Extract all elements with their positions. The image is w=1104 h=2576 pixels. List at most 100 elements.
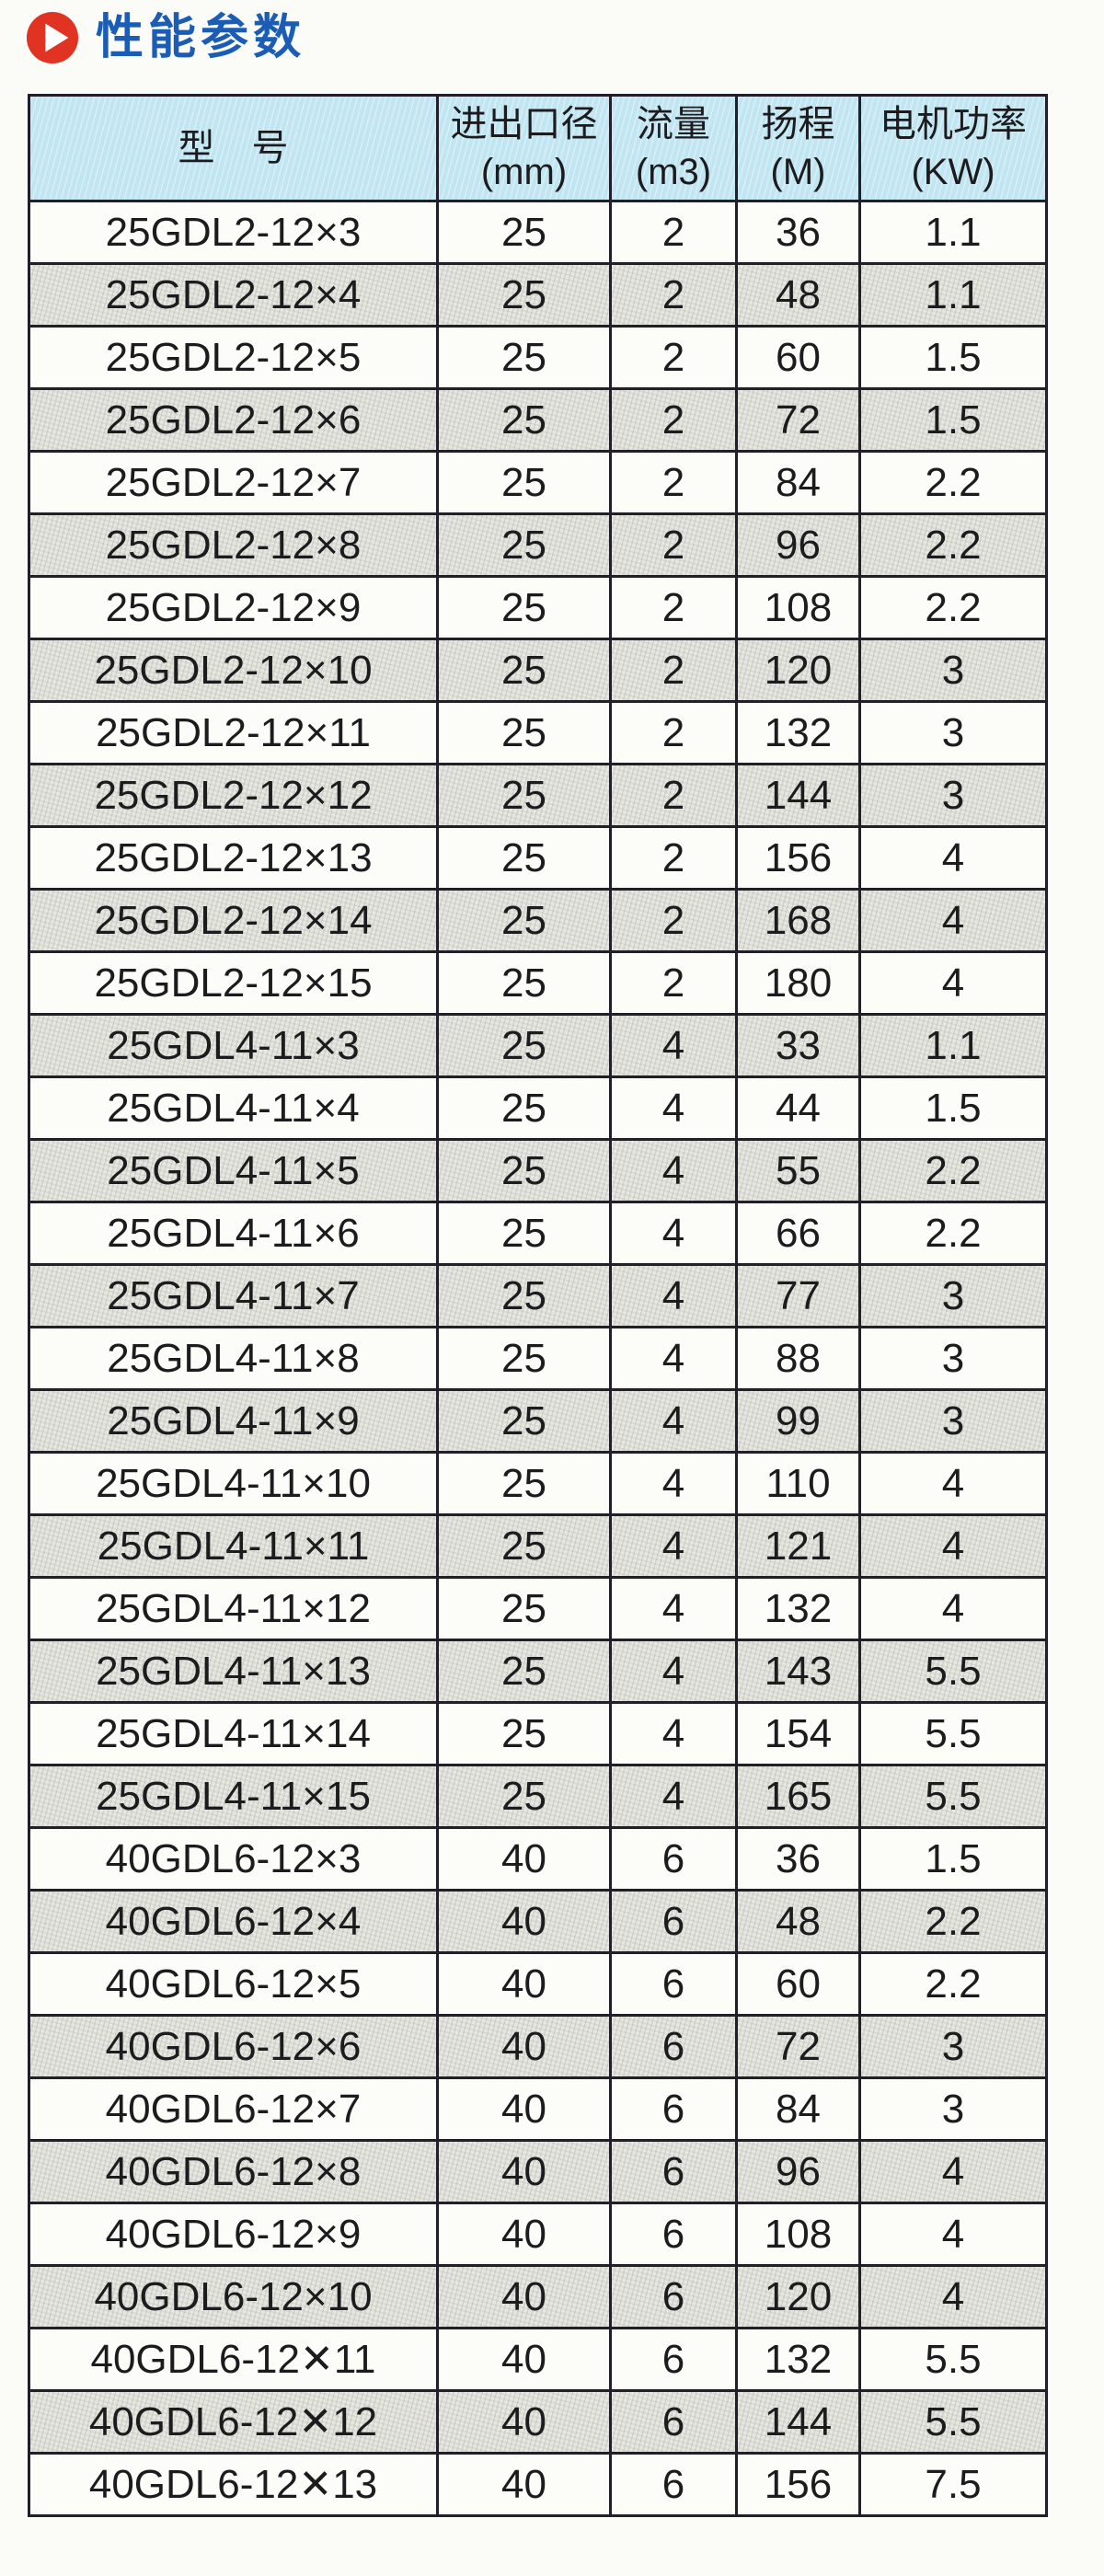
cell-head: 36	[735, 1826, 861, 1892]
cell-diameter: 25	[436, 1701, 612, 1766]
cell-diameter: 25	[436, 575, 612, 640]
cell-flow: 6	[609, 1951, 738, 2017]
table-row: 25GDL4-11×9 25 4 99 3	[28, 1388, 1048, 1454]
cell-power: 5.5	[858, 1701, 1048, 1766]
table-row: 25GDL2-12×14 25 2 168 4	[28, 888, 1048, 953]
cell-model: 25GDL2-12×6	[28, 387, 439, 453]
cell-model: 25GDL2-12×14	[28, 888, 439, 953]
cell-head: 84	[735, 2076, 861, 2142]
cell-model: 25GDL4-11×14	[28, 1701, 439, 1766]
cell-model: 40GDL6-12×6	[28, 2014, 439, 2079]
cell-head: 156	[735, 825, 861, 891]
cell-diameter: 25	[436, 1326, 612, 1391]
cell-head: 121	[735, 1513, 861, 1579]
cell-diameter: 40	[436, 2327, 612, 2392]
cell-model: 25GDL2-12×11	[28, 700, 439, 765]
cell-model: 40GDL6-12✕12	[28, 2389, 439, 2455]
table-body: 25GDL2-12×3 25 2 36 1.1 25GDL2-12×4 25 2 48 1.1 25…	[28, 200, 1048, 2517]
table-row: 25GDL4-11×10 25 4 110 4	[28, 1451, 1048, 1516]
cell-model: 25GDL4-11×12	[28, 1576, 439, 1641]
cell-model: 40GDL6-12×7	[28, 2076, 439, 2142]
cell-diameter: 25	[436, 1013, 612, 1078]
cell-power: 2.2	[858, 1138, 1048, 1203]
col-header-diameter: 进出口径 (mm)	[436, 94, 612, 202]
table-row: 40GDL6-12×8 40 6 96 4	[28, 2139, 1048, 2204]
cell-diameter: 40	[436, 2014, 612, 2079]
cell-power: 2.2	[858, 1201, 1048, 1266]
cell-power: 4	[858, 2202, 1048, 2267]
cell-diameter: 25	[436, 763, 612, 828]
cell-power: 1.5	[858, 325, 1048, 390]
table-row: 25GDL4-11×13 25 4 143 5.5	[28, 1639, 1048, 1704]
cell-flow: 2	[609, 638, 738, 703]
col-header-model: 型 号	[28, 94, 439, 202]
cell-head: 88	[735, 1326, 861, 1391]
cell-power: 3	[858, 638, 1048, 703]
table-row: 25GDL2-12×10 25 2 120 3	[28, 638, 1048, 703]
cell-diameter: 25	[436, 1639, 612, 1704]
cell-head: 156	[735, 2452, 861, 2517]
cell-diameter: 25	[436, 262, 612, 328]
cell-diameter: 25	[436, 638, 612, 703]
cell-model: 40GDL6-12✕11	[28, 2327, 439, 2392]
cell-diameter: 40	[436, 2202, 612, 2267]
table-row: 40GDL6-12✕11 40 6 132 5.5	[28, 2327, 1048, 2392]
cell-model: 25GDL2-12×9	[28, 575, 439, 640]
cell-head: 180	[735, 950, 861, 1016]
table-row: 25GDL4-11×15 25 4 165 5.5	[28, 1764, 1048, 1829]
cell-power: 5.5	[858, 1639, 1048, 1704]
table-row: 25GDL4-11×3 25 4 33 1.1	[28, 1013, 1048, 1078]
cell-flow: 2	[609, 575, 738, 640]
cell-model: 25GDL2-12×12	[28, 763, 439, 828]
table-row: 25GDL4-11×4 25 4 44 1.5	[28, 1075, 1048, 1141]
section-header: 性能参数	[26, 11, 305, 64]
cell-flow: 4	[609, 1639, 738, 1704]
cell-head: 96	[735, 512, 861, 578]
cell-head: 36	[735, 200, 861, 265]
cell-power: 1.5	[858, 387, 1048, 453]
table-row: 25GDL2-12×11 25 2 132 3	[28, 700, 1048, 765]
cell-model: 25GDL4-11×3	[28, 1013, 439, 1078]
cell-head: 108	[735, 2202, 861, 2267]
cell-flow: 4	[609, 1451, 738, 1516]
cell-flow: 2	[609, 700, 738, 765]
cell-head: 110	[735, 1451, 861, 1516]
cell-diameter: 25	[436, 825, 612, 891]
cell-flow: 4	[609, 1764, 738, 1829]
cell-power: 5.5	[858, 2389, 1048, 2455]
cell-flow: 2	[609, 763, 738, 828]
col-header-head: 扬程 (M)	[735, 94, 861, 202]
cell-power: 1.1	[858, 1013, 1048, 1078]
table-row: 40GDL6-12×5 40 6 60 2.2	[28, 1951, 1048, 2017]
cell-flow: 4	[609, 1326, 738, 1391]
play-circle-icon	[26, 11, 79, 64]
table-row: 25GDL2-12×6 25 2 72 1.5	[28, 387, 1048, 453]
cell-diameter: 25	[436, 200, 612, 265]
cell-flow: 2	[609, 450, 738, 515]
cell-flow: 2	[609, 325, 738, 390]
cell-power: 3	[858, 1326, 1048, 1391]
cell-diameter: 25	[436, 950, 612, 1016]
cell-flow: 6	[609, 2327, 738, 2392]
table-row: 25GDL4-11×12 25 4 132 4	[28, 1576, 1048, 1641]
table-row: 40GDL6-12✕12 40 6 144 5.5	[28, 2389, 1048, 2455]
cell-head: 72	[735, 387, 861, 453]
cell-model: 25GDL2-12×15	[28, 950, 439, 1016]
cell-flow: 2	[609, 888, 738, 953]
cell-diameter: 25	[436, 1764, 612, 1829]
cell-diameter: 25	[436, 1263, 612, 1328]
cell-power: 5.5	[858, 1764, 1048, 1829]
cell-diameter: 25	[436, 1075, 612, 1141]
header-row: 型 号 进出口径 (mm) 流量 (m3) 扬程 (M) 电机功率 (KW)	[28, 94, 1048, 202]
cell-model: 25GDL4-11×11	[28, 1513, 439, 1579]
cell-power: 2.2	[858, 1951, 1048, 2017]
cell-head: 48	[735, 262, 861, 328]
table-row: 25GDL4-11×11 25 4 121 4	[28, 1513, 1048, 1579]
cell-head: 77	[735, 1263, 861, 1328]
cell-head: 33	[735, 1013, 861, 1078]
cell-diameter: 25	[436, 1451, 612, 1516]
cell-flow: 6	[609, 2264, 738, 2329]
cell-model: 40GDL6-12×10	[28, 2264, 439, 2329]
table-row: 40GDL6-12×10 40 6 120 4	[28, 2264, 1048, 2329]
cell-power: 4	[858, 888, 1048, 953]
